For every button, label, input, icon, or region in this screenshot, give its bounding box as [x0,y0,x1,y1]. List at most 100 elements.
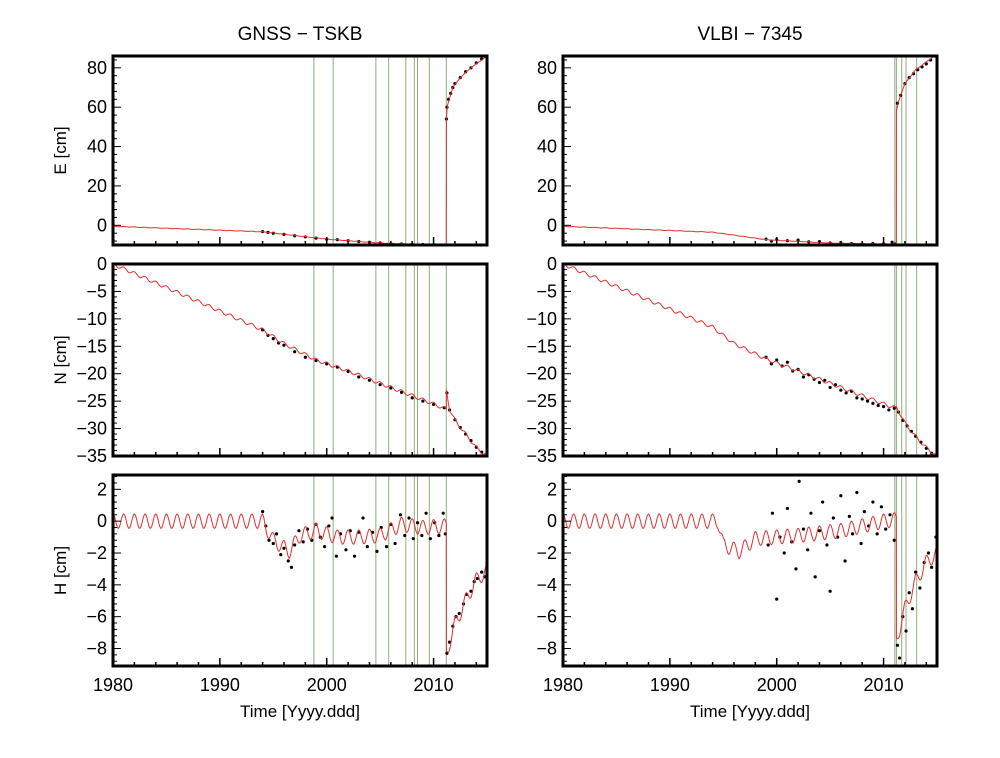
observation-point [766,543,770,547]
observation-point [898,656,902,660]
model-line [114,264,487,455]
y-tick-label: −20 [526,364,557,384]
observation-point [344,548,348,552]
observation-point [367,378,372,382]
observation-point [334,554,338,558]
observation-point [892,406,896,410]
observation-point [924,62,928,66]
observation-point [424,511,428,515]
observation-point [926,551,931,555]
y-tick-label: 0 [97,215,107,235]
observation-point [415,521,420,525]
panel-e-gnss: 0 20 40 60 80 GNSS − TSKB E [cm] [51,24,489,247]
observation-point [420,533,424,538]
observation-point [855,490,859,495]
y-tick-label: −15 [526,336,557,356]
observation-point [813,575,817,579]
panel-e-vlbi: 0 20 40 60 80 VLBI − 7345 [537,24,939,247]
observation-point [421,399,425,403]
observation-point [888,513,892,517]
observation-point [855,396,859,400]
y-tick-label: −25 [76,391,107,411]
y-tick-label: 40 [87,137,107,157]
observation-point [365,545,369,549]
y-tick-label: −5 [86,281,107,301]
observation-point [375,549,379,554]
observation-point [785,506,790,511]
observation-point [428,537,432,541]
observation-point [403,533,407,538]
x-tick-label: 2010 [864,675,904,695]
observation-point [797,479,801,483]
observation-point [843,559,847,563]
observation-point [904,629,908,633]
observation-point [775,597,779,601]
observation-point [801,527,806,531]
observation-point [289,565,294,569]
y-tick-label: −15 [76,336,107,356]
observation-point [411,537,415,541]
y-tick-label: −10 [526,309,557,329]
y-tick-label: −8 [86,638,107,658]
observation-point [261,510,265,514]
observation-point [293,350,297,354]
y-tick-label: 80 [87,58,107,78]
observation-point [469,589,473,593]
observation-point [809,511,813,515]
y-tick-label: −10 [76,309,107,329]
observation-point [286,559,290,563]
observation-point [839,494,843,498]
observation-point [437,533,441,538]
y-tick-label: −25 [526,391,557,411]
observation-point [352,554,357,558]
panel-frame [111,54,489,247]
observation-point [282,546,286,550]
observation-point [860,397,864,401]
observation-point [892,538,896,542]
x-axis-label: Time [Yyyy.ddd] [690,702,810,721]
model-line [113,513,487,653]
y-tick-label: 0 [547,215,557,235]
observation-point [361,516,365,520]
y-tick-label: −8 [536,638,557,658]
observation-point [301,540,305,544]
y-tick-label: 40 [537,137,557,157]
panel-frame [561,262,939,458]
observation-point [817,380,822,385]
observation-point [475,576,479,581]
x-tick-label: 2000 [757,675,797,695]
y-tick-label: 0 [97,254,107,274]
panel-frame [561,54,939,247]
y-tick-label: 0 [97,511,107,531]
observation-point [770,511,775,515]
observation-point [871,500,875,504]
observation-point [876,403,880,408]
y-tick-label: −4 [86,575,107,595]
observation-point [431,402,436,407]
observation-point [448,640,452,644]
observation-point [346,369,350,374]
observation-point [293,543,297,547]
observation-point [871,401,875,405]
observation-point [907,591,911,595]
observation-point [881,405,886,409]
observation-point [410,396,414,400]
y-tick-label: 80 [537,58,557,78]
x-tick-label: 1990 [200,675,240,695]
observation-point [865,399,870,403]
observations [764,56,937,245]
observation-point [887,408,891,412]
observations [764,355,937,456]
y-tick-label: 20 [87,176,107,196]
y-tick-label: −35 [526,446,557,466]
observation-point [859,541,863,546]
observation-point [303,355,307,359]
observation-point [389,386,393,390]
panel-frame [111,262,489,458]
y-tick-label: −2 [536,543,557,563]
y-tick-label: 60 [537,97,557,117]
x-tick-label: 1980 [543,675,583,695]
y-tick-label: 20 [537,176,557,196]
